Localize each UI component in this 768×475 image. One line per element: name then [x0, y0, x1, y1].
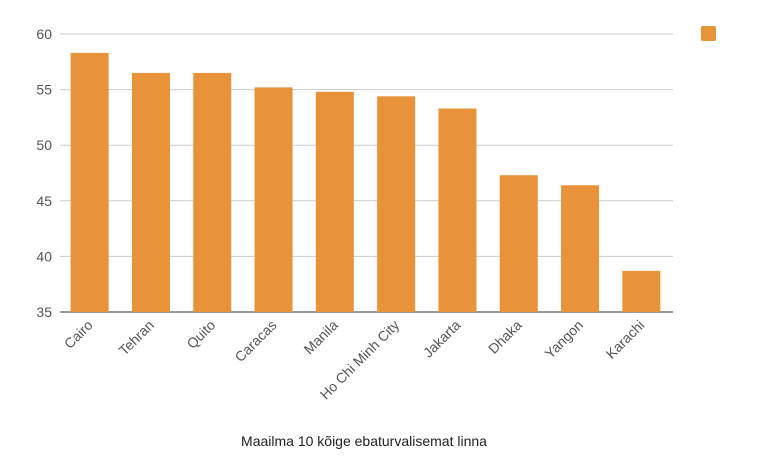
y-tick-label: 40 — [36, 248, 52, 264]
chart-caption: Maailma 10 kõige ebaturvalisemat linna — [241, 433, 487, 449]
x-category-label: Manila — [300, 317, 341, 358]
x-category-label: Cairo — [61, 317, 96, 352]
x-category-label: Caracas — [231, 317, 279, 365]
y-tick-label: 55 — [36, 82, 52, 98]
x-category-label: Karachi — [603, 317, 648, 362]
bar-tehran — [131, 72, 170, 312]
y-tick-label: 45 — [36, 193, 52, 209]
bar-karachi — [622, 270, 661, 312]
x-category-label: Yangon — [541, 317, 586, 362]
bar-jakarta — [438, 108, 477, 312]
y-axis-tick-labels: 35 40 45 50 55 60 — [36, 26, 52, 320]
x-category-label: Tehran — [115, 317, 157, 359]
bars — [70, 52, 661, 313]
bar-dhaka — [499, 175, 538, 312]
legend-swatch — [701, 26, 716, 41]
bar-cairo — [70, 52, 109, 313]
y-tick-label: 35 — [36, 304, 52, 320]
x-category-label: Jakarta — [420, 317, 464, 361]
x-category-label: Dhaka — [485, 317, 525, 357]
bar-manila — [315, 91, 354, 312]
bar-quito — [193, 72, 232, 312]
x-category-label: Quito — [183, 317, 218, 352]
bar-ho-chi-minh-city — [377, 96, 416, 312]
bar-caracas — [254, 87, 293, 312]
y-tick-label: 50 — [36, 137, 52, 153]
bar-yangon — [561, 185, 600, 312]
y-tick-label: 60 — [36, 26, 52, 42]
